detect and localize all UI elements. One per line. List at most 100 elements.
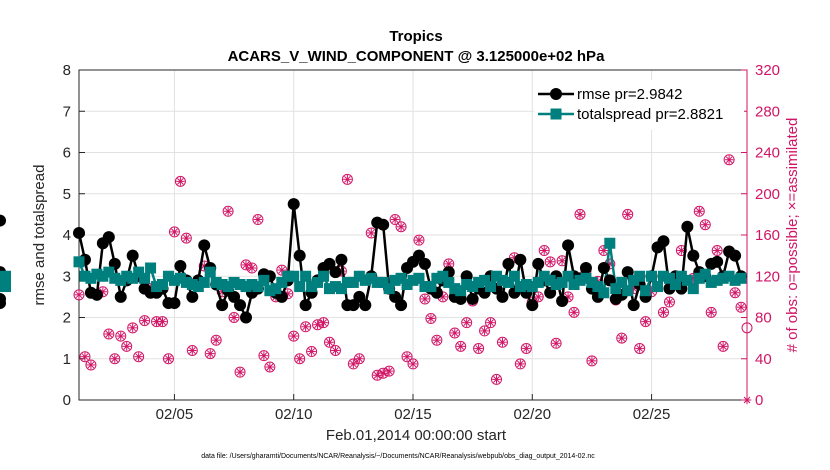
obs-possible-marker xyxy=(538,244,550,256)
totalspread-point xyxy=(115,274,127,286)
totalspread-point xyxy=(449,283,461,295)
totalspread-point xyxy=(312,276,324,288)
obs-assimilated-marker xyxy=(110,354,120,364)
totalspread-point xyxy=(663,272,675,284)
obs-assimilated-marker xyxy=(319,318,328,327)
obs-possible-marker xyxy=(616,332,628,344)
obs-possible-marker xyxy=(127,322,139,334)
totalspread-point xyxy=(79,270,91,282)
obs-possible-marker xyxy=(162,353,174,365)
totalspread-point xyxy=(282,270,294,282)
obs-possible-marker xyxy=(306,346,318,358)
totalspread-point xyxy=(294,281,306,293)
totalspread-point xyxy=(127,272,139,284)
obs-possible-marker xyxy=(693,205,705,217)
obs-assimilated-marker xyxy=(211,335,221,345)
obs-assimilated-marker xyxy=(539,246,549,255)
totalspread-point xyxy=(520,279,532,290)
obs-possible-marker xyxy=(252,214,264,226)
obs-assimilated-marker xyxy=(736,302,746,312)
rmse-point xyxy=(597,262,610,274)
obs-possible-marker xyxy=(186,345,198,356)
totalspread-point xyxy=(693,272,705,284)
totalspread-point xyxy=(335,283,347,295)
rmse-point xyxy=(287,198,300,211)
rmse-point xyxy=(687,249,700,262)
obs-possible-marker xyxy=(449,327,461,339)
obs-possible-marker xyxy=(300,321,312,333)
obs-possible-marker xyxy=(658,306,669,318)
rmse-point xyxy=(556,295,569,307)
totalspread-point xyxy=(598,287,610,299)
obs-assimilated-marker xyxy=(289,331,299,341)
totalspread-point xyxy=(353,270,365,282)
totalspread-point xyxy=(383,283,395,295)
obs-assimilated-marker xyxy=(486,318,495,327)
y-tick-label: 0 xyxy=(63,392,71,409)
obs-assimilated-marker xyxy=(522,344,531,353)
totalspread-point xyxy=(73,256,85,268)
obs-assimilated-marker xyxy=(498,337,507,347)
obs-possible-marker xyxy=(371,369,383,381)
totalspread-point xyxy=(329,281,341,293)
totalspread-point xyxy=(210,276,222,288)
totalspread-point xyxy=(240,281,252,293)
rmse-point xyxy=(102,231,115,244)
totalspread-point xyxy=(419,281,431,293)
obs-assimilated-marker xyxy=(265,362,275,372)
totalspread-point xyxy=(473,276,485,288)
totalspread-point xyxy=(157,279,168,290)
rmse-point xyxy=(562,239,575,252)
y2-tick-label: 40 xyxy=(755,351,772,368)
obs-possible-marker xyxy=(717,340,729,352)
obs-assimilated-marker xyxy=(450,328,460,338)
totalspread-point xyxy=(180,276,192,288)
rmse-point xyxy=(729,249,742,262)
totalspread-point xyxy=(174,272,186,284)
totalspread-point xyxy=(467,281,479,293)
obs-assimilated-marker xyxy=(164,354,173,364)
totalspread-point xyxy=(145,262,157,274)
rmse-point xyxy=(73,226,85,239)
y2-tick-label: 280 xyxy=(755,103,780,120)
rmse-point xyxy=(579,262,592,274)
rmse-point xyxy=(496,290,509,303)
totalspread-point xyxy=(389,274,401,286)
y2-tick-label: 200 xyxy=(755,186,780,203)
obs-assimilated-marker xyxy=(694,206,704,216)
totalspread-point xyxy=(377,276,389,288)
chart-subtitle: ACARS_V_WIND_COMPONENT @ 3.125000e+02 hP… xyxy=(228,48,606,65)
obs-possible-marker xyxy=(741,322,753,334)
y-tick-label: 5 xyxy=(63,186,71,203)
totalspread-point xyxy=(526,281,538,293)
obs-assimilated-marker xyxy=(492,375,501,384)
obs-assimilated-marker xyxy=(331,346,340,355)
y2-tick-label: 80 xyxy=(755,310,772,327)
totalspread-point xyxy=(592,281,604,293)
totalspread-point xyxy=(496,274,508,286)
obs-assimilated-marker xyxy=(253,215,263,224)
rmse-point xyxy=(299,299,312,312)
rmse-point xyxy=(228,290,241,303)
obs-assimilated-marker xyxy=(700,220,710,229)
y2-tick-label: 240 xyxy=(755,145,780,162)
totalspread-point xyxy=(675,270,687,282)
obs-possible-marker xyxy=(341,173,353,185)
obs-assimilated-marker xyxy=(205,349,215,358)
obs-assimilated-marker xyxy=(182,233,191,243)
obs-assimilated-marker xyxy=(432,335,442,345)
obs-possible-marker xyxy=(455,340,467,352)
obs-possible-marker xyxy=(699,219,711,231)
totalspread-point xyxy=(485,281,497,293)
totalspread-point xyxy=(222,281,234,293)
totalspread-point xyxy=(204,266,216,278)
totalspread-point xyxy=(669,279,681,290)
obs-possible-marker xyxy=(377,367,389,379)
legend-rmse-marker xyxy=(550,88,562,100)
obs-assimilated-marker xyxy=(408,359,418,369)
obs-possible-marker xyxy=(568,306,580,318)
obs-assimilated-marker xyxy=(462,318,471,327)
obs-possible-marker xyxy=(550,337,562,349)
obs-possible-marker xyxy=(329,345,341,356)
